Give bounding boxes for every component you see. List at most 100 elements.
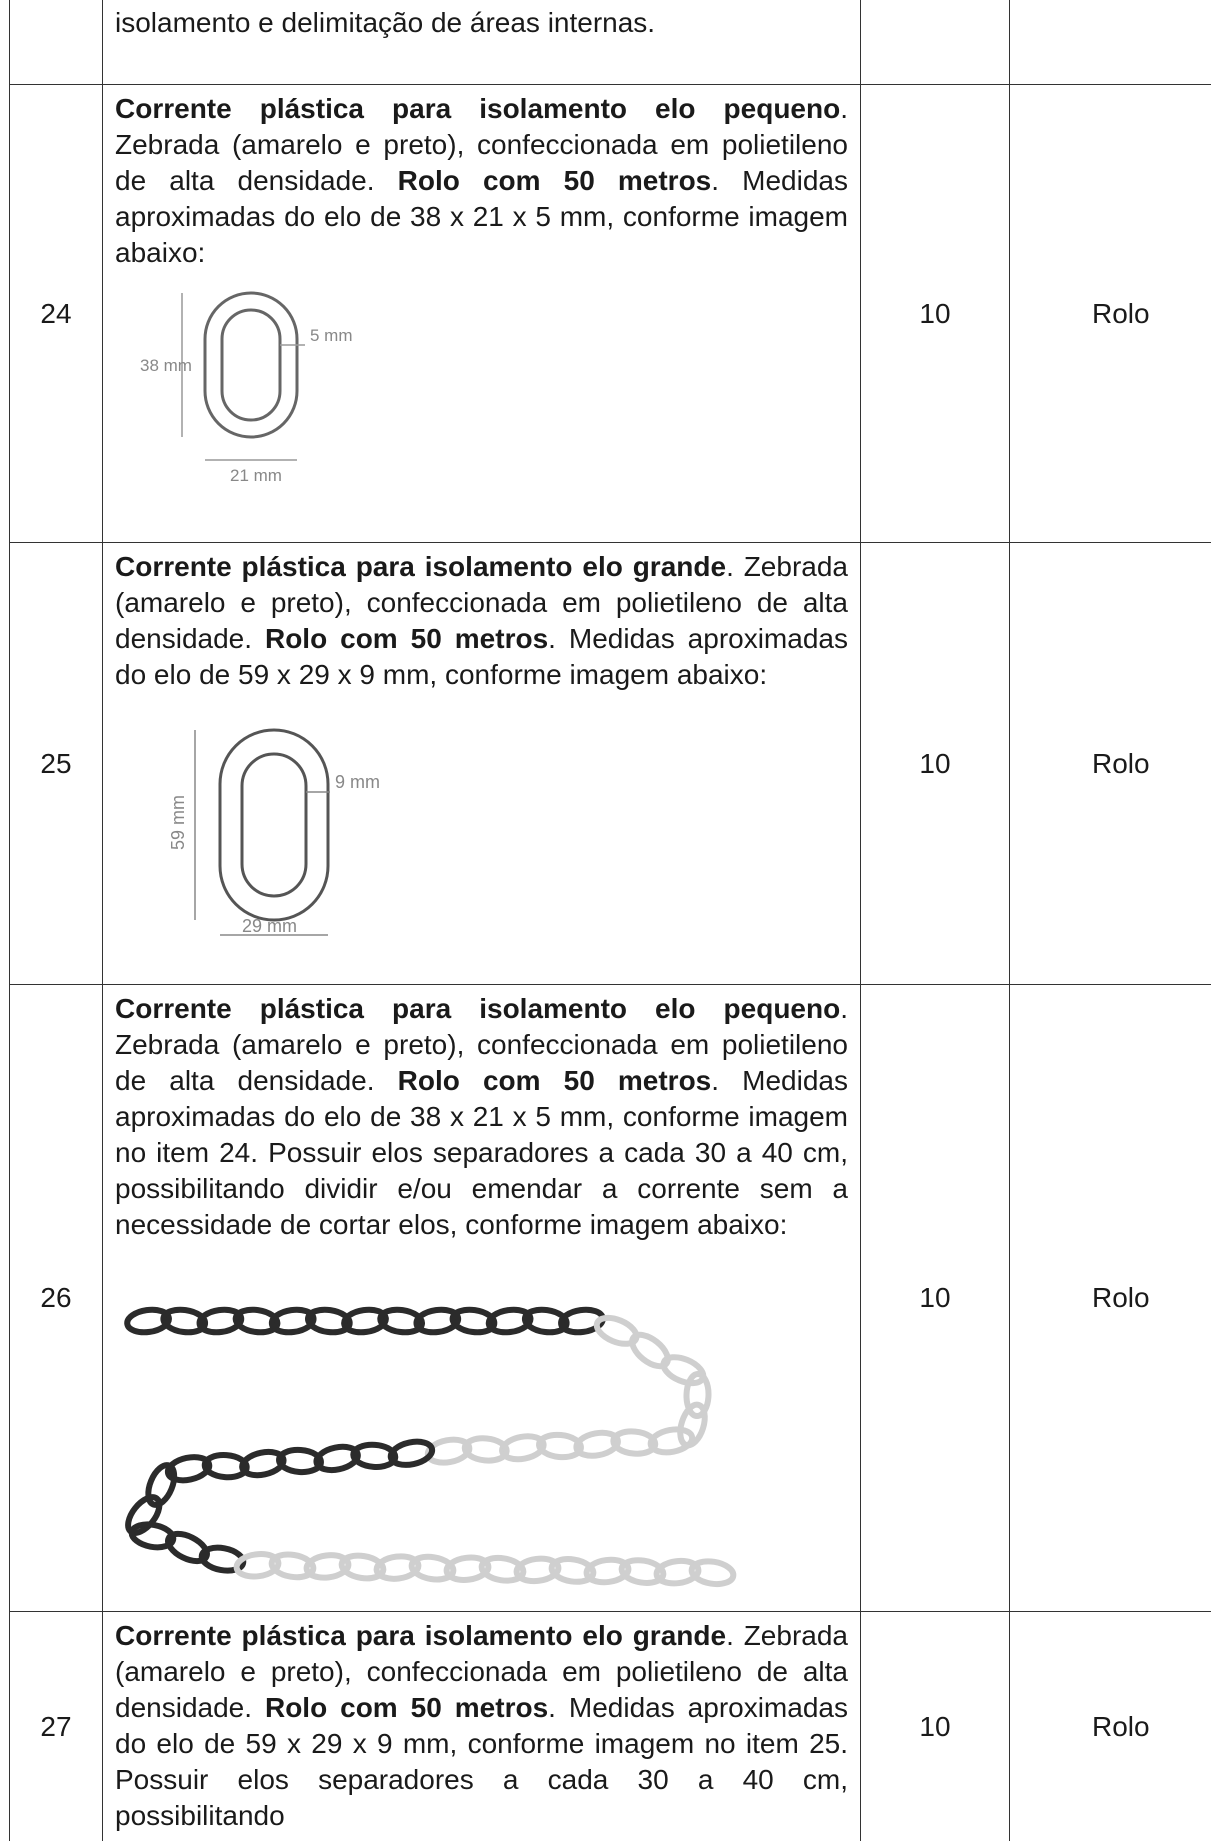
chain-link [521, 1306, 570, 1336]
chain-link [548, 1556, 597, 1585]
description-text: Rolo com 50 metros [397, 165, 712, 196]
chain-link [164, 1454, 213, 1484]
figure-label: 21 mm [230, 466, 282, 485]
chain-link [350, 1441, 399, 1470]
description-text: . Zebrada (amarelo e preto), confecciona… [115, 993, 848, 1096]
unit: Rolo [1092, 1710, 1150, 1742]
description-text: isolamento e delimitação de áreas intern… [115, 7, 656, 38]
chain-link [165, 1530, 210, 1565]
chain-link [303, 1552, 352, 1581]
description-cell: Corrente plástica para isolamento elo pe… [102, 985, 860, 1611]
unit: Rolo [1092, 1282, 1150, 1313]
chain-link [201, 1452, 250, 1481]
link-diagram: 38 mm 5 mm 21 mm [140, 291, 353, 485]
chain-link [660, 1354, 707, 1387]
chain-link [443, 1554, 492, 1583]
chain-link [536, 1431, 584, 1461]
chain-link [313, 1443, 361, 1474]
chain-link [268, 1306, 317, 1336]
item-cell: 25 [9, 543, 102, 984]
quantity: 10 [919, 1710, 951, 1742]
description-text: . Medidas aproximadas do elo de 59 x 29 … [115, 1692, 848, 1831]
description-cell: Corrente plástica para isolamento elo gr… [102, 1612, 860, 1841]
description-text: . Zebrada (amarelo e preto), confecciona… [115, 93, 848, 196]
table-row: 25 Corrente plástica para isolamento elo … [9, 542, 1211, 984]
quantity-cell: 10 [860, 543, 1009, 984]
quantity-cell [860, 0, 1009, 84]
description-text: Corrente plástica para isolamento elo pe… [115, 993, 841, 1024]
chain-link [610, 1428, 659, 1457]
description-text: Rolo com 50 metros [264, 1692, 549, 1723]
chain-link [413, 1306, 462, 1336]
link-diagram: 59 mm 9 mm 29 mm [168, 728, 380, 936]
description-text: . Medidas aproximadas do elo de 59 x 29 … [115, 623, 848, 690]
chain-link [485, 1306, 534, 1336]
figure-label: 5 mm [310, 326, 353, 345]
table-row: 26 Corrente plástica para isolamento elo … [9, 984, 1211, 1611]
description-text: Corrente plástica para isolamento elo gr… [115, 1620, 727, 1651]
figure-label: 29 mm [242, 916, 297, 936]
chain-photo [124, 1306, 737, 1588]
chain-link [573, 1429, 621, 1459]
figure-label: 9 mm [335, 772, 380, 792]
chain-link [461, 1435, 510, 1464]
item-cell: 26 [9, 985, 102, 1611]
chain-link [268, 1551, 317, 1581]
item-cell: 24 [9, 85, 102, 542]
description-text: Rolo com 50 metros [264, 623, 549, 654]
quantity-cell: 10 [860, 985, 1009, 1611]
chain-link [499, 1433, 547, 1463]
item-number: 25 [40, 747, 72, 779]
description-text: . Zebrada (amarelo e preto), confecciona… [115, 551, 848, 654]
item-cell: 27 [9, 1612, 102, 1841]
unit-cell: Rolo [1009, 85, 1211, 542]
description-text: Corrente plástica para isolamento elo gr… [115, 551, 727, 582]
unit-cell [1009, 0, 1211, 84]
chain-link [408, 1553, 457, 1583]
chain-link [341, 1306, 389, 1336]
item-number: 26 [40, 1282, 72, 1313]
chain-link [239, 1448, 287, 1479]
chain-link [683, 1371, 712, 1419]
description-text: Rolo com 50 metros [397, 1065, 712, 1096]
chain-link [513, 1555, 562, 1585]
unit-cell: Rolo [1009, 985, 1211, 1611]
unit-cell: Rolo [1009, 1612, 1211, 1841]
description-cell: Corrente plástica para isolamento elo pe… [102, 85, 860, 542]
chain-link [449, 1306, 498, 1336]
quantity-cell: 10 [860, 1612, 1009, 1841]
chain-link [232, 1306, 281, 1336]
chain-link [145, 1462, 178, 1508]
quantity: 10 [919, 747, 951, 779]
chain-link [583, 1556, 632, 1586]
chain-link [196, 1306, 245, 1336]
chain-link [128, 1521, 177, 1551]
description-text: . Medidas aproximadas do elo de 38 x 21 … [115, 1065, 848, 1240]
chain-link [373, 1553, 422, 1582]
chain-link [387, 1438, 436, 1468]
table-row: 27 Corrente plástica para isolamento elo … [9, 1611, 1211, 1841]
quantity: 10 [919, 1282, 951, 1313]
description-text: Corrente plástica para isolamento elo pe… [115, 93, 841, 124]
chain-link [276, 1446, 324, 1476]
item-number: 27 [40, 1710, 72, 1742]
quantity: 10 [919, 297, 951, 329]
figure-label: 59 mm [168, 795, 188, 850]
chain-link [304, 1306, 353, 1336]
description-cell: Corrente plástica para isolamento elo gr… [102, 543, 860, 984]
chain-link [160, 1306, 209, 1336]
chain-link [647, 1426, 696, 1456]
chain-link [377, 1306, 426, 1336]
chain-link [338, 1552, 387, 1582]
item-cell [9, 0, 102, 84]
unit: Rolo [1092, 747, 1150, 779]
unit: Rolo [1092, 297, 1150, 329]
chain-link [478, 1554, 527, 1584]
chain-link [653, 1557, 702, 1587]
unit-cell: Rolo [1009, 543, 1211, 984]
quantity-cell: 10 [860, 85, 1009, 542]
figure-label: 38 mm [140, 356, 192, 375]
item-number: 24 [40, 297, 72, 329]
table-row: 24 Corrente plástica para isolamento elo … [9, 84, 1211, 542]
